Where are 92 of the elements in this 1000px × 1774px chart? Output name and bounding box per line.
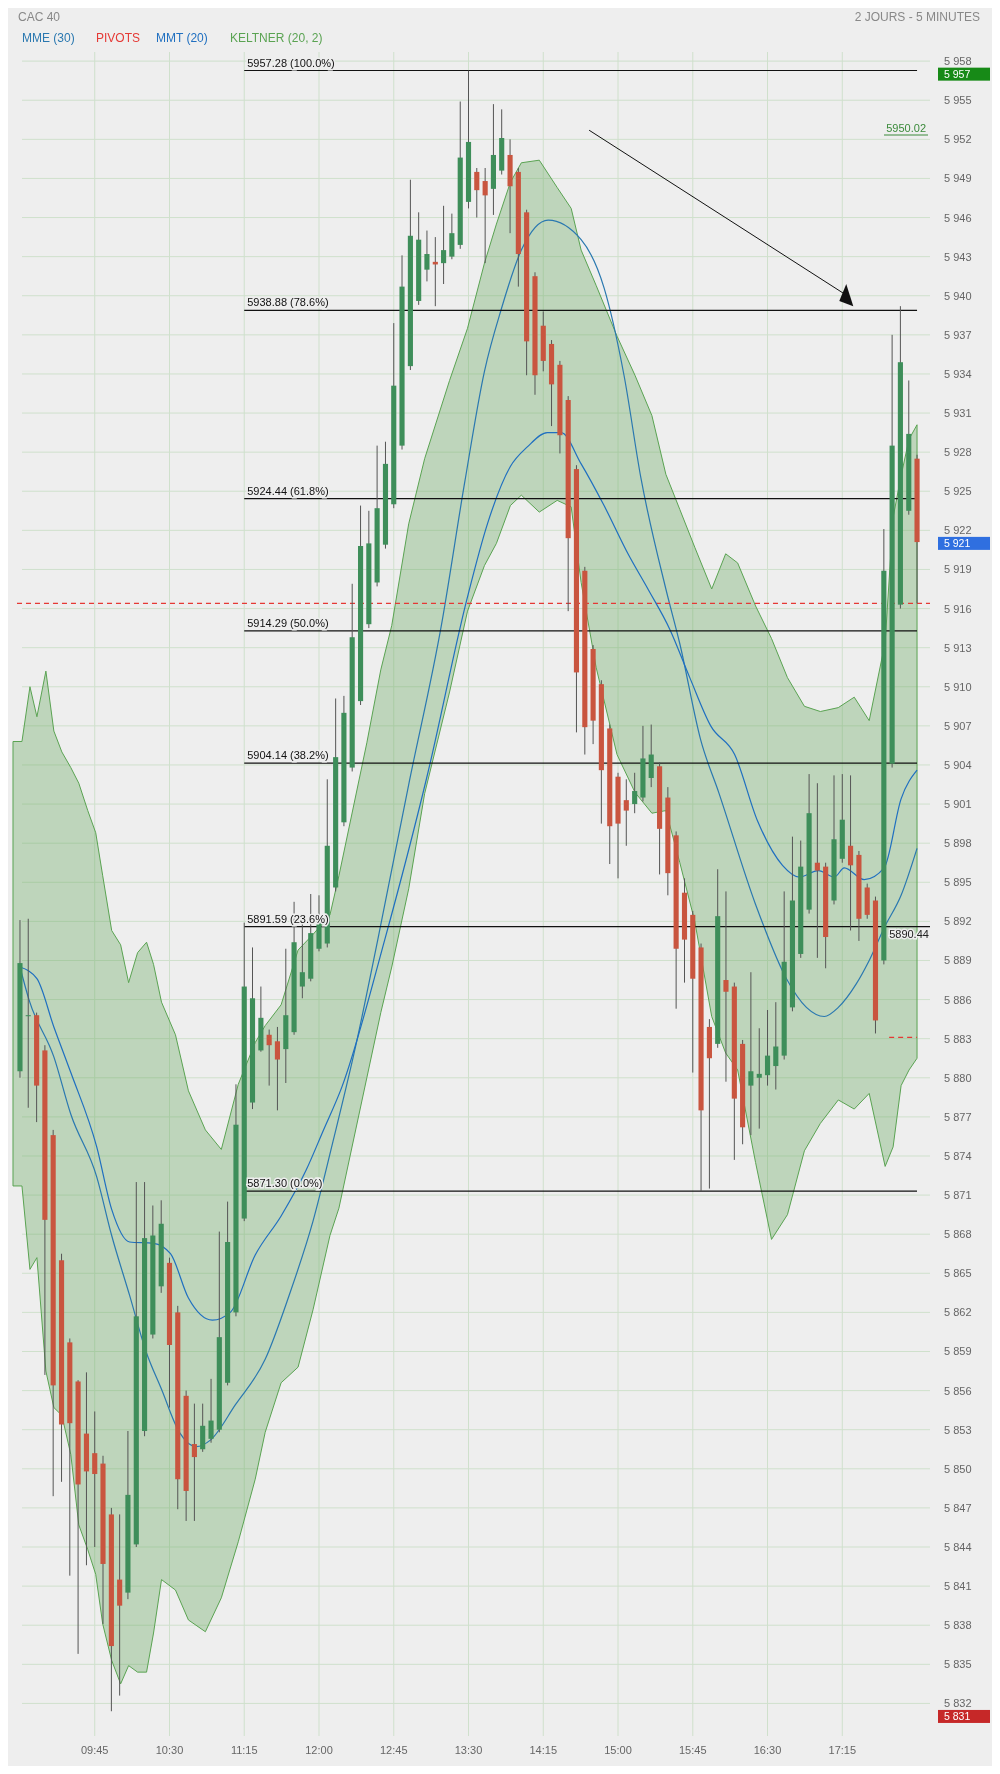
y-tick-label: 5 919 (944, 563, 972, 576)
series-label: 5924.44 (61.8%) (247, 484, 329, 497)
x-tick-label: 11:15 (230, 1744, 258, 1756)
chart-subtitle: 2 JOURS - 5 MINUTES (854, 10, 980, 24)
y-tick-label: 5 856 (944, 1384, 972, 1397)
y-tick-label: 5 844 (944, 1541, 972, 1554)
candlestick (748, 971, 754, 1136)
candlestick (449, 213, 455, 260)
y-tick-label: 5 898 (944, 837, 972, 850)
y-tick-label: 5 850 (944, 1462, 972, 1475)
y-tick-label: 5 928 (944, 446, 972, 459)
x-tick-label: 16:30 (753, 1744, 782, 1756)
text: MME (30) (22, 31, 75, 45)
y-tick-label: 5 946 (944, 211, 972, 224)
y-tick-label: 5 877 (944, 1110, 972, 1123)
y-tick-label: 5 913 (944, 641, 972, 654)
y-tick-label: 5 931 (944, 407, 972, 420)
candlestick (92, 1410, 98, 1548)
candlestick (191, 1403, 197, 1522)
annotation: 5950.02 (886, 122, 926, 134)
y-tick-label: 5 910 (944, 680, 972, 693)
y-tick-label: 5 958 (944, 55, 972, 68)
y2-tick-label: 5 957 (944, 68, 971, 81)
x-tick-label: 13:30 (454, 1744, 483, 1756)
y-tick-label: 5 853 (944, 1423, 972, 1436)
y-tick-label: 5 886 (944, 993, 972, 1006)
candlestick (208, 1378, 214, 1444)
y-tick-label: 5 880 (944, 1071, 972, 1084)
y-tick-label: 5 871 (944, 1189, 972, 1202)
series-label: 5938.88 (78.6%) (247, 296, 329, 309)
candlestick (482, 167, 488, 264)
candlestick (814, 782, 820, 959)
series-label: 5914.29 (50.0%) (247, 616, 329, 629)
candlestick (25, 918, 31, 1109)
y-tick-label: 5 952 (944, 133, 972, 146)
y-tick-label: 5 832 (944, 1697, 972, 1710)
y-tick-label: 5 874 (944, 1149, 972, 1162)
candlestick (848, 774, 854, 931)
legend-label: KELTNER (20, 2) (230, 31, 323, 45)
y-tick-label: 5 835 (944, 1658, 972, 1671)
candlestick (424, 230, 430, 282)
series-label: 5904.14 (38.2%) (247, 749, 329, 762)
x-tick-label: 10:30 (155, 1744, 184, 1756)
x-tick-label: 15:45 (679, 1744, 707, 1756)
y-tick-label: 5 859 (944, 1345, 972, 1358)
candlestick (474, 167, 480, 219)
y-tick-label: 5 838 (944, 1619, 972, 1632)
y-tick-label: 5 847 (944, 1501, 972, 1514)
y-tick-label: 5 943 (944, 250, 972, 263)
y-tick-label: 5 901 (944, 798, 972, 811)
y-tick-label: 5 895 (944, 876, 972, 889)
y-tick-label: 5 841 (944, 1580, 972, 1593)
text: MMT (20) (156, 31, 208, 45)
x-tick-label: 12:00 (305, 1744, 333, 1756)
candlestick (274, 1026, 280, 1111)
x-tick-label: 14:15 (529, 1744, 558, 1756)
candlestick (723, 890, 729, 1083)
x-tick-label: 15:00 (604, 1744, 632, 1756)
candlestick (441, 205, 447, 285)
y-tick-label: 5 862 (944, 1306, 972, 1319)
y-tick-label: 5 949 (944, 172, 972, 185)
x-tick-label: 12:45 (379, 1744, 408, 1756)
y-tick-label: 5 865 (944, 1267, 972, 1280)
y-tick-label: 5 907 (944, 719, 972, 732)
y-tick-label: 5 955 (944, 94, 972, 107)
x-tick-label: 09:45 (80, 1744, 109, 1756)
chart-title: CAC 40 (18, 10, 61, 24)
y-tick-label: 5 922 (944, 524, 972, 537)
candlestick (773, 1001, 779, 1091)
y2-tick-label: 5 921 (944, 537, 971, 550)
y-tick-label: 5 925 (944, 485, 972, 498)
y-tick-label: 5 889 (944, 954, 972, 967)
y-tick-label: 5 883 (944, 1032, 972, 1045)
y-tick-label: 5 937 (944, 328, 972, 341)
y2-tick-label: 5 831 (944, 1710, 971, 1723)
candlestick (648, 724, 654, 788)
series-label: 5957.28 (100.0%) (247, 56, 335, 69)
x-tick-label: 17:15 (828, 1744, 857, 1756)
candlestick (266, 1029, 272, 1087)
candlestick (764, 1009, 771, 1087)
candlestick (200, 1403, 206, 1453)
y-tick-label: 5 934 (944, 367, 972, 380)
y-tick-label: 5 916 (944, 602, 972, 615)
y-tick-label: 5 892 (944, 915, 972, 928)
y-tick-label: 5 868 (944, 1228, 972, 1241)
annotation: 5890.44 (889, 927, 929, 940)
candlestick (623, 778, 629, 847)
text: PIVOTS (96, 31, 141, 45)
candlestick (756, 1027, 762, 1130)
y-tick-label: 5 904 (944, 758, 972, 771)
y-tick-label: 5 940 (944, 289, 972, 302)
candlestick (632, 772, 638, 814)
